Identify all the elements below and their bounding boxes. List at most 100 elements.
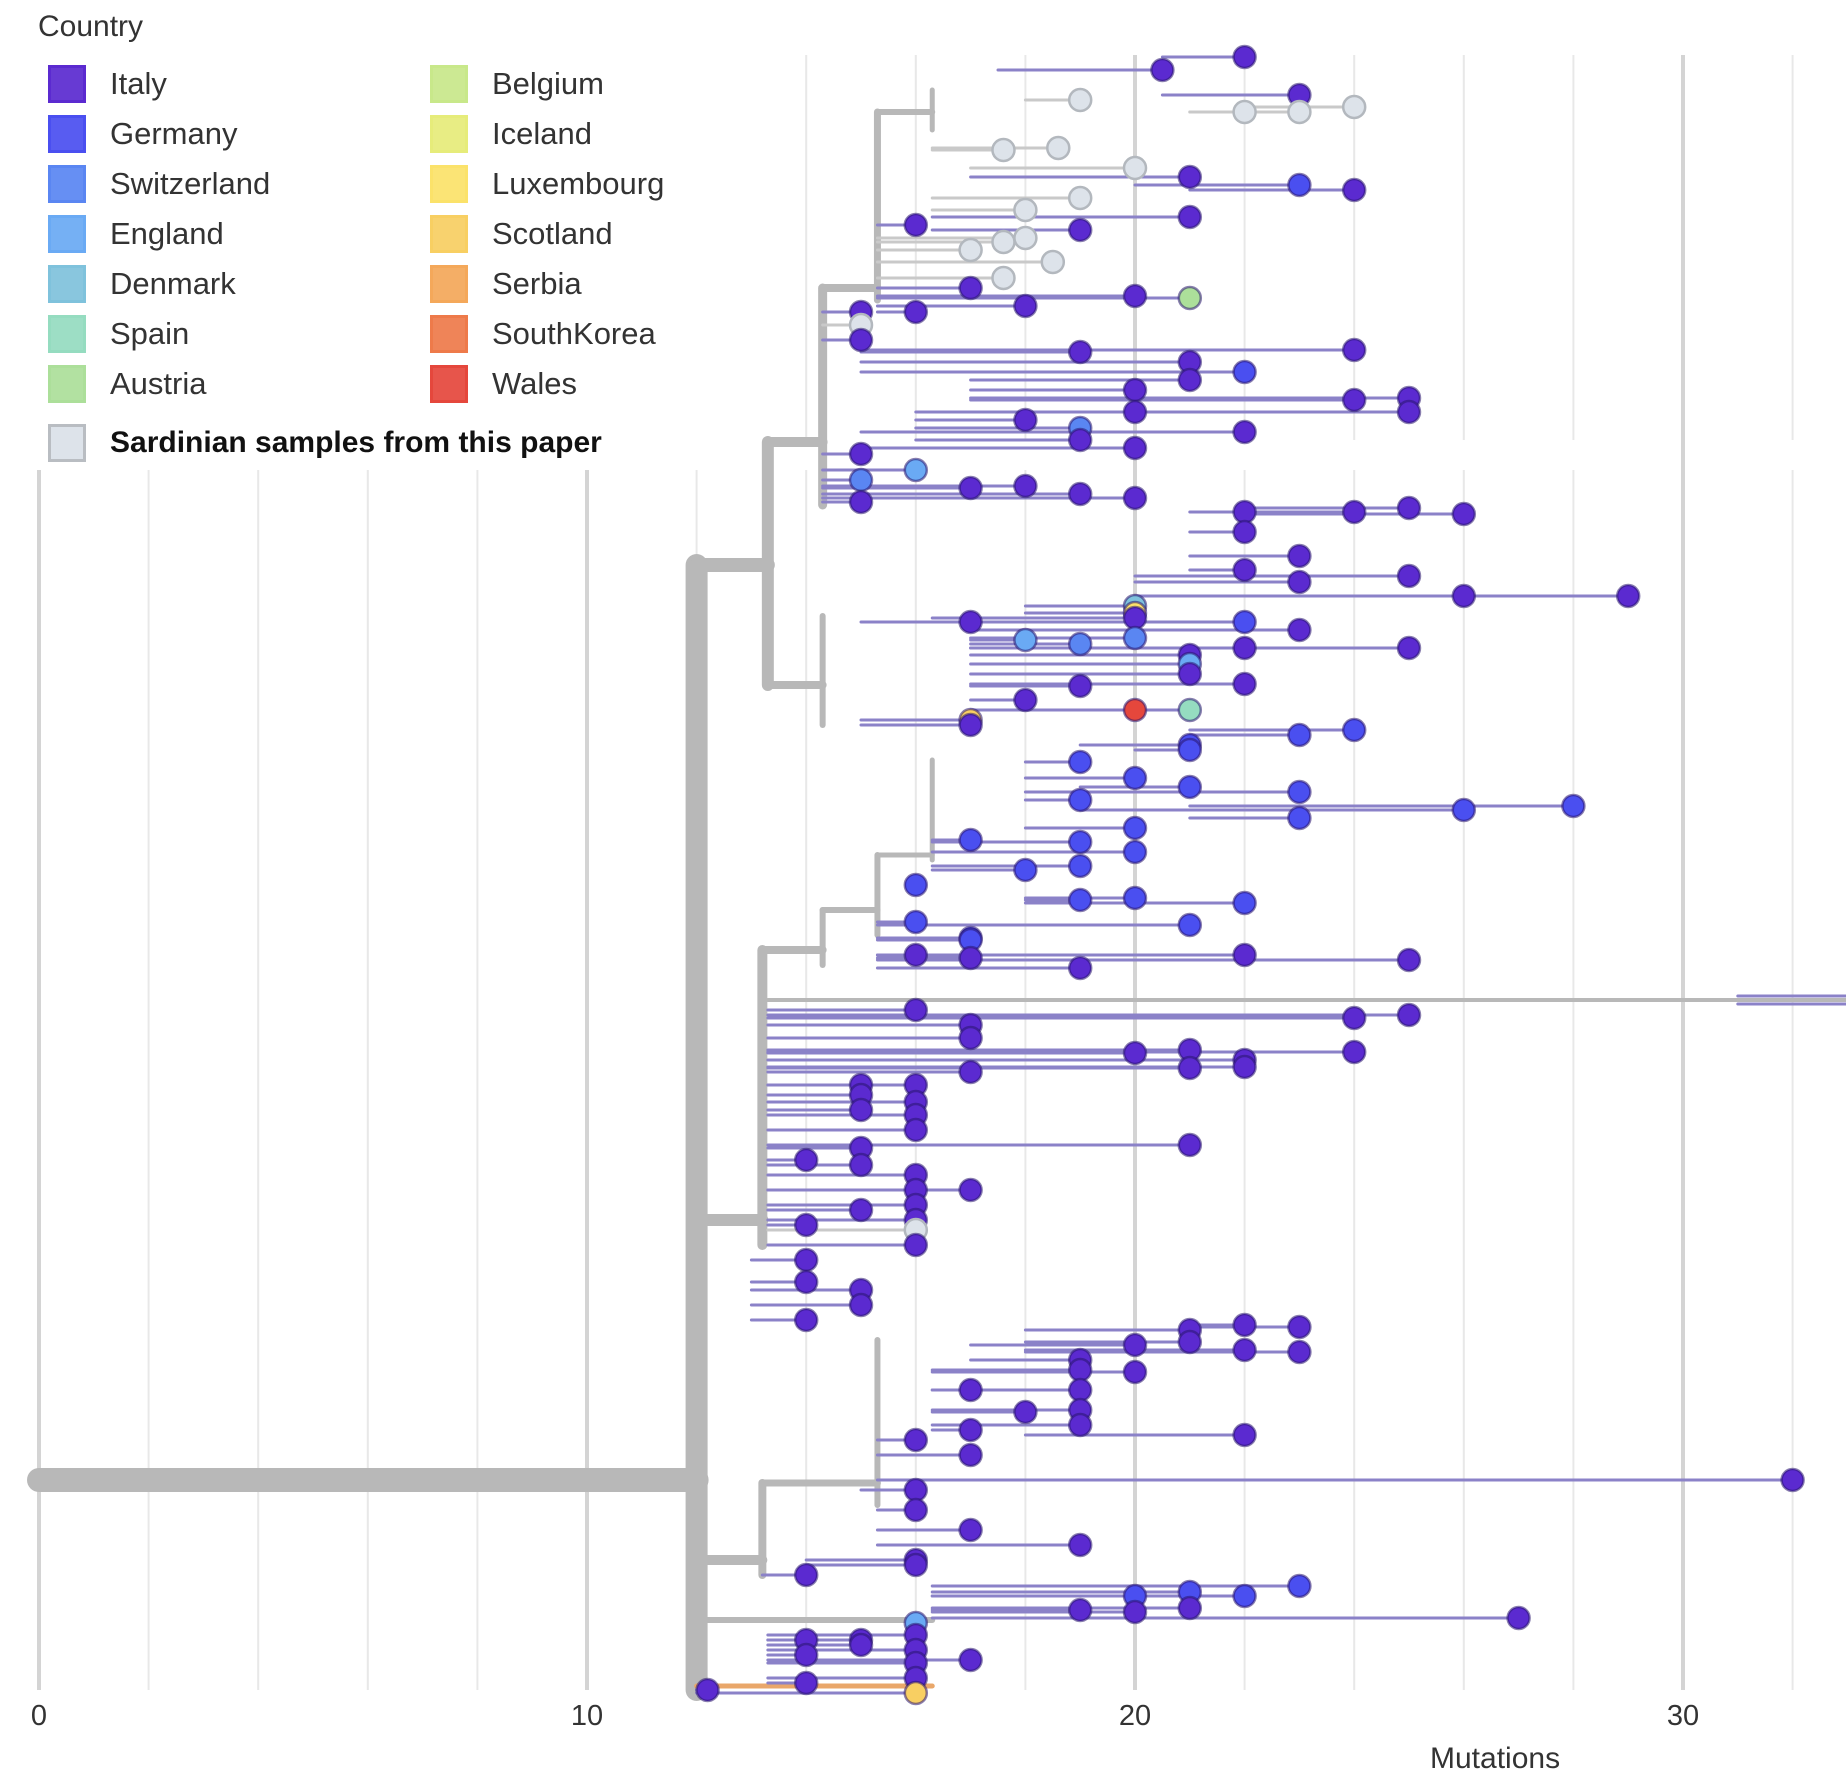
tip-node[interactable] (1122, 885, 1148, 911)
tip-node[interactable] (793, 1147, 819, 1173)
tip-node[interactable] (903, 1680, 929, 1706)
legend-item-switzerland[interactable]: Switzerland (48, 162, 270, 206)
tip-node[interactable] (1067, 1357, 1093, 1383)
tip-node[interactable] (1122, 283, 1148, 309)
tip-node[interactable] (903, 1427, 929, 1453)
tip-node[interactable] (1287, 543, 1312, 569)
tip-node[interactable] (1013, 473, 1038, 499)
tip-node[interactable] (958, 1417, 983, 1443)
tip-node[interactable] (1232, 671, 1257, 697)
tip-node[interactable] (903, 1477, 929, 1503)
tip-node[interactable] (903, 457, 929, 483)
legend-item-scotland[interactable]: Scotland (430, 212, 613, 256)
tip-node[interactable] (1232, 1583, 1257, 1609)
tip-node[interactable] (1122, 1332, 1148, 1358)
tip-node[interactable] (1067, 87, 1093, 113)
tip-node[interactable] (1396, 635, 1422, 661)
tip-node[interactable] (793, 1562, 819, 1588)
tip-node[interactable] (958, 609, 983, 635)
tip-node[interactable] (958, 1059, 983, 1085)
tip-node[interactable] (1177, 1595, 1203, 1621)
tip-node[interactable] (991, 265, 1016, 291)
tip-node[interactable] (958, 275, 983, 301)
legend-item-england[interactable]: England (48, 212, 224, 256)
tip-node[interactable] (1232, 1422, 1257, 1448)
tip-node[interactable] (1013, 857, 1038, 883)
tip-node[interactable] (1780, 1467, 1805, 1493)
legend-item-southkorea[interactable]: SouthKorea (430, 312, 656, 356)
tip-node[interactable] (1177, 367, 1203, 393)
tip-node[interactable] (1177, 774, 1203, 800)
tip-node[interactable] (695, 1677, 720, 1703)
tip-node[interactable] (1232, 942, 1257, 968)
tip-node[interactable] (903, 997, 929, 1023)
tip-node[interactable] (1067, 427, 1093, 453)
tip-node[interactable] (1341, 1039, 1367, 1065)
tip-node[interactable] (1232, 557, 1257, 583)
tip-node[interactable] (1232, 499, 1257, 525)
tip-node[interactable] (1232, 1337, 1257, 1363)
tip-node[interactable] (1122, 697, 1148, 723)
tip-node[interactable] (793, 1670, 819, 1696)
tip-node[interactable] (848, 1197, 874, 1223)
tip-node[interactable] (1122, 625, 1148, 651)
legend-item-belgium[interactable]: Belgium (430, 62, 604, 106)
tip-node[interactable] (1177, 204, 1203, 230)
tip-node[interactable] (1341, 94, 1367, 120)
tip-node[interactable] (1232, 359, 1257, 385)
tip-node[interactable] (1341, 717, 1367, 743)
tip-node[interactable] (1396, 947, 1422, 973)
tip-node[interactable] (1341, 1005, 1367, 1031)
tip-node[interactable] (1013, 197, 1038, 223)
tip-node[interactable] (793, 1247, 819, 1273)
legend-item-denmark[interactable]: Denmark (48, 262, 236, 306)
tip-node[interactable] (991, 229, 1016, 255)
tip-node[interactable] (1177, 697, 1203, 723)
tip-node[interactable] (903, 909, 929, 935)
tip-node[interactable] (958, 712, 983, 738)
tip-node[interactable] (991, 137, 1016, 163)
tip-node[interactable] (1177, 1055, 1203, 1081)
tip-node[interactable] (1013, 687, 1038, 713)
tip-node[interactable] (1287, 617, 1312, 643)
tip-node[interactable] (1287, 779, 1312, 805)
tip-node[interactable] (1013, 225, 1038, 251)
tip-node[interactable] (1067, 1377, 1093, 1403)
tip-node[interactable] (848, 327, 874, 353)
tip-node[interactable] (1232, 890, 1257, 916)
tip-node[interactable] (1177, 661, 1203, 687)
tip-node[interactable] (1122, 1359, 1148, 1385)
tip-node[interactable] (848, 467, 874, 493)
tip-node[interactable] (903, 1552, 929, 1578)
legend-item-serbia[interactable]: Serbia (430, 262, 582, 306)
tip-node[interactable] (848, 1292, 874, 1318)
tip-node[interactable] (1122, 155, 1148, 181)
tip-node[interactable] (1067, 185, 1093, 211)
tip-node[interactable] (1506, 1605, 1531, 1631)
tip-node[interactable] (1287, 1573, 1312, 1599)
tip-node[interactable] (1067, 1597, 1093, 1623)
tip-node[interactable] (1122, 839, 1148, 865)
tip-node[interactable] (1561, 793, 1586, 819)
tip-node[interactable] (793, 1212, 819, 1238)
tip-node[interactable] (1177, 285, 1203, 311)
tip-node[interactable] (1122, 1599, 1148, 1625)
tip-node[interactable] (958, 827, 983, 853)
tip-node[interactable] (1232, 609, 1257, 635)
tip-node[interactable] (1067, 631, 1093, 657)
legend-item-italy[interactable]: Italy (48, 62, 167, 106)
tip-node[interactable] (1067, 955, 1093, 981)
tip-node[interactable] (1287, 569, 1312, 595)
tip-node[interactable] (1396, 1002, 1422, 1028)
tip-node[interactable] (848, 1632, 874, 1658)
tip-node[interactable] (903, 212, 929, 238)
legend-item-sardinian-samples[interactable]: Sardinian samples from this paper (48, 421, 602, 465)
tip-node[interactable] (1396, 399, 1422, 425)
tip-node[interactable] (1067, 1412, 1093, 1438)
tip-node[interactable] (1067, 829, 1093, 855)
tip-node[interactable] (1013, 1399, 1038, 1425)
tip-node[interactable] (1067, 1532, 1093, 1558)
tip-node[interactable] (1287, 172, 1312, 198)
tip-node[interactable] (1122, 377, 1148, 403)
tip-node[interactable] (903, 942, 929, 968)
